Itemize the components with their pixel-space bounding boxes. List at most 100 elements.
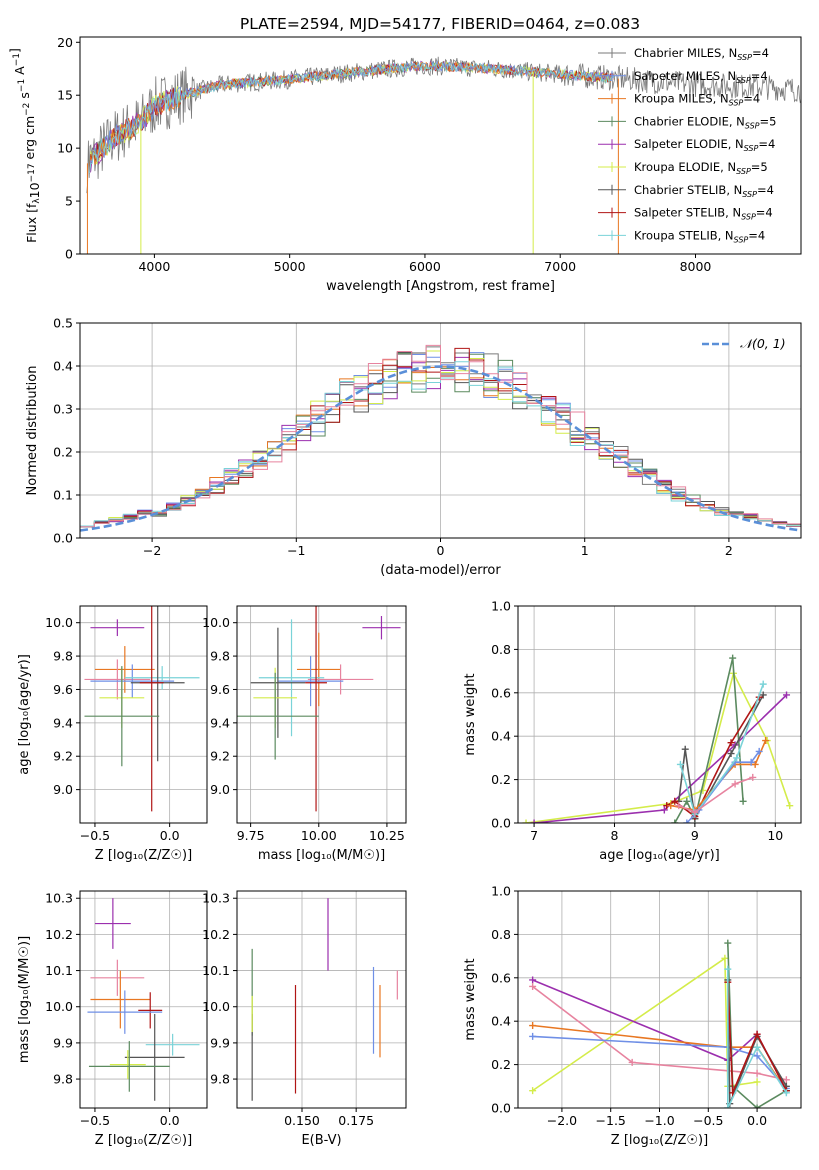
y-tick-label: 9.8 — [53, 649, 73, 664]
y-tick-label: 0.4 — [491, 1014, 511, 1029]
y-tick-label: 1.0 — [491, 884, 511, 899]
x-tick-label: −0.5 — [80, 1113, 110, 1128]
weight-point-marker — [759, 680, 767, 688]
weight-point-marker — [762, 737, 770, 745]
legend-text: Kroupa MILES, N — [634, 92, 729, 106]
axes-frame — [236, 605, 407, 824]
x-tick-label: −0.5 — [80, 828, 110, 843]
legend-tail: =4 — [751, 69, 768, 83]
y-label-part: s — [17, 92, 32, 103]
y-tick-label: 0.5 — [53, 316, 73, 331]
weight-point-marker — [529, 1032, 537, 1040]
y-tick-label: 0 — [65, 247, 73, 262]
y-axis-label: mass [log₁₀(M/M☉)] — [17, 936, 32, 1063]
y-label-part: ] — [7, 48, 22, 53]
weight-point-marker — [786, 802, 794, 810]
legend-text: Chabrier MILES, N — [634, 46, 737, 60]
legend-text: Kroupa STELIB, N — [634, 228, 734, 242]
y-tick-label: 0.2 — [491, 1057, 511, 1072]
x-tick-label: −1 — [287, 543, 305, 558]
y-tick-label: 1.0 — [491, 599, 511, 614]
legend-subscript: SSP — [745, 121, 760, 130]
legend-entry: Chabrier MILES, NSSP=4 — [634, 46, 769, 62]
legend-entry: Salpeter MILES, NSSP=4 — [634, 69, 768, 85]
x-tick-label: −2.0 — [547, 1113, 577, 1128]
y-axis-label: age [log₁₀(age/yr)] — [17, 654, 32, 775]
legend-text: Chabrier STELIB, N — [634, 183, 742, 197]
y-label-part: −1 — [17, 79, 27, 92]
x-tick-label: 0.0 — [160, 1113, 180, 1128]
x-axis-label: Z [log₁₀(Z/Z☉)] — [95, 848, 192, 863]
legend-tail: =5 — [760, 114, 777, 128]
weight-point-marker — [529, 1087, 537, 1095]
weight-point-marker — [753, 1043, 761, 1051]
weight-series-line — [727, 982, 788, 1094]
weight-series-line — [532, 1035, 787, 1090]
x-tick-label: 0.0 — [160, 828, 180, 843]
x-tick-label: 0.150 — [284, 1113, 320, 1128]
y-tick-label: 10 — [57, 141, 73, 156]
weight-point-marker — [628, 1058, 636, 1066]
weight-point-marker — [724, 965, 732, 973]
axes-frame — [79, 890, 208, 1109]
y-tick-label: 10.0 — [45, 615, 73, 630]
x-axis-label: wavelength [Angstrom, rest frame] — [326, 279, 555, 294]
y-tick-label: 0.8 — [491, 927, 511, 942]
figure-title: PLATE=2594, MJD=54177, FIBERID=0464, z=0… — [240, 15, 640, 33]
y-tick-label: 0.3 — [53, 402, 73, 417]
y-tick-label: 9.8 — [210, 649, 230, 664]
legend-entry: Chabrier STELIB, NSSP=4 — [634, 183, 774, 199]
y-tick-label: 9.6 — [53, 682, 73, 697]
y-tick-label: 9.4 — [53, 715, 73, 730]
weight-series-line — [532, 985, 787, 1081]
legend-subscript: SSP — [744, 144, 759, 153]
y-tick-label: 0.8 — [491, 642, 511, 657]
plot-area-spectrum — [86, 56, 801, 254]
weight-point-marker — [530, 819, 538, 823]
y-tick-label: 0.4 — [53, 359, 73, 374]
weight-point-marker — [671, 819, 679, 823]
y-tick-label: 9.9 — [53, 1035, 73, 1050]
y-tick-label: 10.1 — [45, 963, 73, 978]
legend-text: Chabrier ELODIE, N — [634, 114, 745, 128]
y-axis-label: Normed distribution — [25, 366, 40, 496]
y-tick-label: 10.2 — [202, 927, 230, 942]
plot-area-Z-weight — [529, 939, 790, 1108]
y-label-part: 10 — [27, 182, 42, 198]
weight-point-marker — [522, 819, 530, 823]
weight-point-marker — [751, 760, 759, 768]
panel-spectrum: 4000 5000 6000 7000 8000 0 5 10 15 20 wavelength [… — [7, 35, 802, 294]
y-tick-label: 10.3 — [202, 891, 230, 906]
panel-Z-age: −0.5 0.0 9.0 9.2 9.4 9.6 9.8 10.0 Z [log₁₀(Z/Z☉)… — [17, 605, 208, 863]
panel-residuals: −2 −1 0 1 2 0.0 0.1 0.2 0.3 0.4 0.5 (data-model)/er… — [25, 316, 802, 578]
weight-point-marker — [721, 954, 729, 962]
weight-point-marker — [749, 773, 757, 781]
y-label-part: erg cm — [22, 116, 37, 164]
legend-entry: Kroupa ELODIE, NSSP=5 — [634, 160, 768, 176]
plot-area-Z-age — [84, 606, 200, 812]
legend-subscript: SSP — [736, 76, 751, 85]
x-tick-label: 5000 — [274, 259, 306, 274]
y-tick-label: 9.8 — [210, 1072, 230, 1087]
legend-text: Kroupa ELODIE, N — [634, 160, 736, 174]
x-axis-label: mass [log₁₀(M/M☉)] — [258, 848, 385, 863]
y-tick-label: 0.6 — [491, 685, 511, 700]
y-label-part: −17 — [27, 163, 37, 182]
y-tick-label: 0.0 — [491, 1101, 511, 1116]
panel-EBV-mass: 0.150 0.175 9.8 9.9 10.0 10.1 10.2 10.3 E(B-V) — [202, 890, 407, 1148]
y-tick-label: 9.4 — [210, 715, 230, 730]
y-tick-label: 0.0 — [491, 816, 511, 831]
y-tick-label: 10.3 — [45, 891, 73, 906]
weight-point-marker — [739, 797, 747, 805]
legend-entry: Chabrier ELODIE, NSSP=5 — [634, 114, 776, 130]
axes-frame — [517, 605, 802, 824]
x-tick-label: −1.5 — [596, 1113, 626, 1128]
x-tick-label: 7 — [530, 828, 538, 843]
weight-point-marker — [691, 808, 699, 816]
weight-point-marker — [731, 780, 739, 788]
weight-point-marker — [529, 982, 537, 990]
weight-point-marker — [729, 654, 737, 662]
weight-series-line — [727, 969, 788, 1108]
x-axis-label: E(B-V) — [301, 1133, 341, 1148]
legend-subscript: SSP — [737, 53, 752, 62]
